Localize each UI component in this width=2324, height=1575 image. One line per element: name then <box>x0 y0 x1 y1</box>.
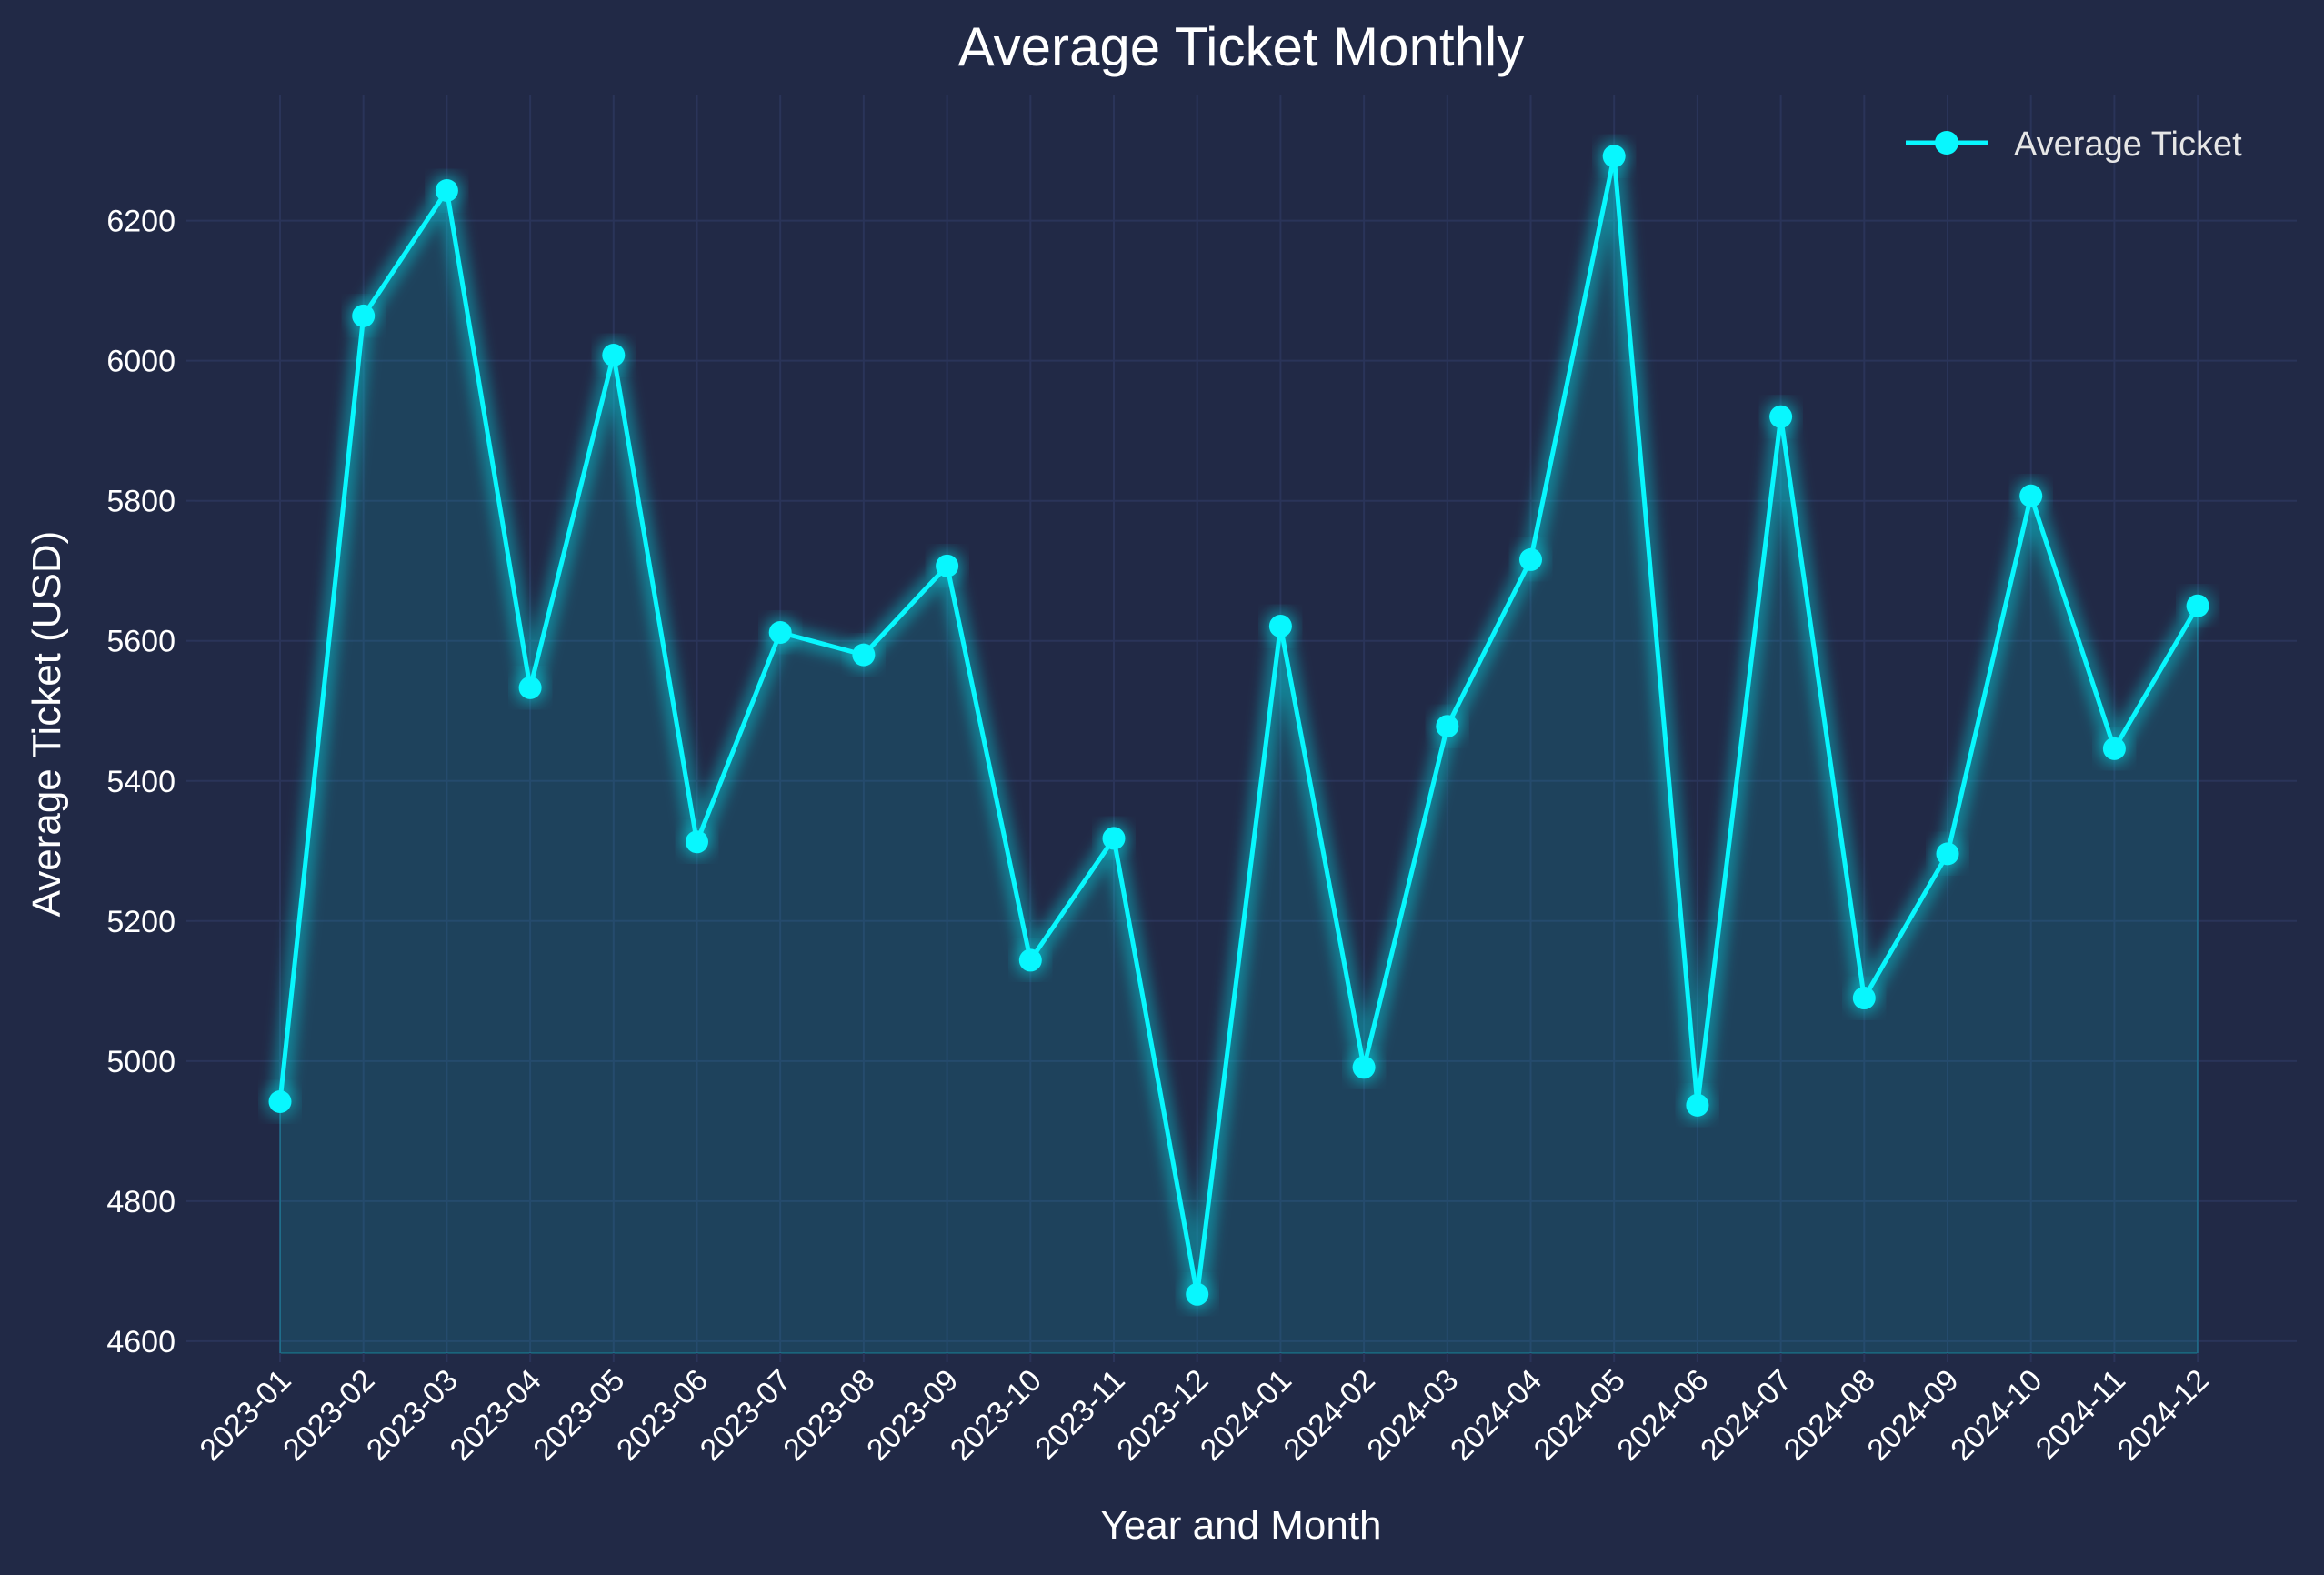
x-tick-label: 2024-11 <box>2029 1363 2132 1466</box>
y-tick-label: 6000 <box>106 345 175 379</box>
y-tick-label: 5800 <box>106 485 175 519</box>
legend-label: Average Ticket <box>2014 125 2242 164</box>
data-point <box>1769 405 1793 428</box>
x-tick-label: 2024-04 <box>1444 1363 1548 1468</box>
data-point <box>1436 715 1459 738</box>
x-tick-label: 2023-03 <box>360 1363 465 1468</box>
series-line-average-ticket <box>277 154 2200 1297</box>
data-point <box>1686 1093 1709 1117</box>
x-tick-label: 2023-11 <box>1028 1363 1131 1466</box>
x-tick-label: 2024-07 <box>1694 1363 1798 1468</box>
data-point <box>2019 484 2043 507</box>
data-point <box>518 676 542 699</box>
data-point <box>936 554 959 577</box>
y-tick-label: 6200 <box>106 205 175 239</box>
x-tick-label: 2023-10 <box>944 1363 1048 1468</box>
y-tick-label: 4600 <box>106 1325 175 1359</box>
data-point <box>1352 1056 1376 1079</box>
data-point <box>1186 1282 1209 1306</box>
data-point <box>1852 987 1876 1010</box>
data-point <box>352 304 376 327</box>
y-axis-ticks: 4600 4800 5000 5200 5400 5600 5800 6000 6200 <box>106 205 195 1359</box>
x-tick-label: 2024-08 <box>1778 1363 1882 1468</box>
x-tick-label: 2023-01 <box>194 1363 298 1468</box>
x-tick-label: 2024-03 <box>1360 1363 1465 1468</box>
x-tick-label: 2024-05 <box>1528 1363 1632 1468</box>
data-point <box>1102 827 1126 850</box>
x-tick-label: 2023-02 <box>276 1363 381 1468</box>
data-point <box>2102 737 2126 760</box>
data-point <box>686 830 708 854</box>
x-tick-label: 2023-04 <box>444 1363 548 1468</box>
x-tick-label: 2024-10 <box>1944 1363 2049 1468</box>
data-point <box>1519 547 1542 571</box>
series-line <box>277 154 2200 1297</box>
chart-title: Average Ticket Monthly <box>958 16 1525 77</box>
area-fill <box>279 155 2199 1354</box>
x-tick-label: 2024-12 <box>2111 1363 2216 1468</box>
data-point <box>1602 145 1626 168</box>
data-point <box>435 179 458 203</box>
legend-marker-swatch <box>1935 131 1958 155</box>
x-axis-ticks: 2023-012023-022023-032023-042023-052023-… <box>194 1353 2216 1468</box>
data-point <box>602 344 626 367</box>
data-point <box>768 620 792 644</box>
x-tick-label: 2024-09 <box>1861 1363 1966 1468</box>
data-point <box>1936 842 1959 866</box>
legend: Average Ticket <box>1906 125 2242 164</box>
y-tick-label: 5000 <box>106 1045 175 1079</box>
y-tick-label: 5600 <box>106 625 175 659</box>
x-tick-label: 2024-01 <box>1194 1363 1298 1468</box>
y-tick-label: 4800 <box>106 1185 175 1219</box>
area-under-line <box>279 155 2199 1354</box>
x-tick-label: 2023-12 <box>1110 1363 1215 1468</box>
data-point <box>1018 948 1042 972</box>
y-tick-label: 5200 <box>106 905 175 939</box>
y-axis-label: Average Ticket (USD) <box>25 531 69 918</box>
x-tick-label: 2023-06 <box>610 1363 715 1468</box>
x-tick-label: 2024-02 <box>1277 1363 1382 1468</box>
x-tick-label: 2023-08 <box>776 1363 881 1468</box>
data-point <box>1268 615 1292 638</box>
x-tick-label: 2023-09 <box>860 1363 965 1468</box>
data-point <box>268 1090 292 1114</box>
data-point <box>852 643 876 667</box>
data-points <box>262 137 2217 1313</box>
y-tick-label: 5400 <box>106 765 175 799</box>
x-tick-label: 2024-06 <box>1610 1363 1715 1468</box>
x-tick-label: 2023-07 <box>694 1363 798 1468</box>
x-tick-label: 2023-05 <box>526 1363 631 1468</box>
x-axis-label: Year and Month <box>1100 1503 1381 1548</box>
data-point <box>2186 594 2209 617</box>
